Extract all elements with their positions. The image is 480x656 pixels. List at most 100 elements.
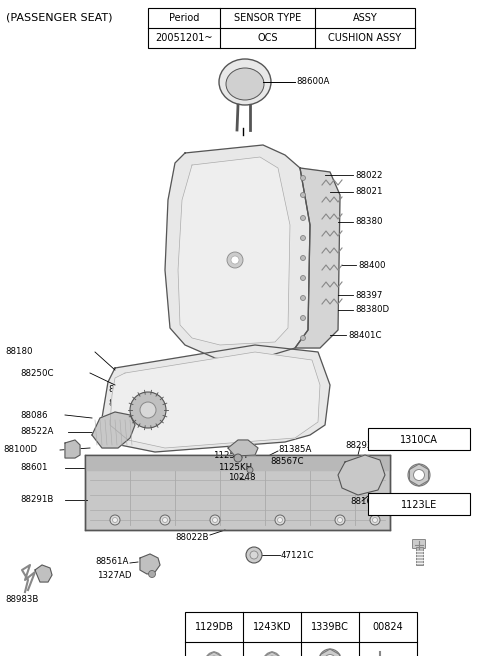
Text: 88086: 88086 xyxy=(20,411,48,419)
Text: SENSOR TYPE: SENSOR TYPE xyxy=(234,13,301,23)
Text: 1123LE: 1123LE xyxy=(401,500,437,510)
Text: 1129DB: 1129DB xyxy=(194,622,233,632)
Polygon shape xyxy=(295,168,340,348)
Text: 1327AD: 1327AD xyxy=(97,571,132,579)
Polygon shape xyxy=(100,345,330,452)
Text: 1125KH: 1125KH xyxy=(213,451,247,459)
Text: 88021: 88021 xyxy=(355,188,383,197)
Polygon shape xyxy=(35,565,52,582)
Text: 88565: 88565 xyxy=(240,430,267,440)
Ellipse shape xyxy=(219,59,271,105)
Polygon shape xyxy=(92,412,135,448)
Bar xyxy=(368,428,470,450)
Text: 88380: 88380 xyxy=(355,218,383,226)
Circle shape xyxy=(372,518,377,522)
Circle shape xyxy=(140,402,156,418)
Circle shape xyxy=(300,236,305,241)
Bar xyxy=(148,8,415,48)
Text: ASSY: ASSY xyxy=(353,13,377,23)
Circle shape xyxy=(163,518,168,522)
FancyBboxPatch shape xyxy=(412,539,425,548)
Text: 88293C: 88293C xyxy=(345,440,378,449)
Polygon shape xyxy=(110,352,320,448)
Text: 1125KH: 1125KH xyxy=(218,464,252,472)
Text: 47121C: 47121C xyxy=(281,550,314,560)
Text: 88380D: 88380D xyxy=(355,306,389,314)
Circle shape xyxy=(250,551,258,559)
Text: 20051201~: 20051201~ xyxy=(155,33,213,43)
Text: 88567C: 88567C xyxy=(270,457,303,466)
Polygon shape xyxy=(65,440,80,458)
Circle shape xyxy=(335,515,345,525)
Polygon shape xyxy=(140,554,160,574)
Bar xyxy=(368,493,470,515)
Text: 88287: 88287 xyxy=(108,398,135,407)
Circle shape xyxy=(264,652,280,656)
Circle shape xyxy=(247,467,253,473)
Circle shape xyxy=(300,192,305,197)
Polygon shape xyxy=(85,455,390,470)
Text: OCS: OCS xyxy=(257,33,278,43)
Circle shape xyxy=(300,335,305,340)
Circle shape xyxy=(413,470,424,480)
Circle shape xyxy=(300,276,305,281)
Text: 88100D: 88100D xyxy=(3,445,37,455)
Text: CUSHION ASSY: CUSHION ASSY xyxy=(328,33,402,43)
Circle shape xyxy=(300,316,305,321)
Circle shape xyxy=(210,515,220,525)
Text: 1339BC: 1339BC xyxy=(311,622,349,632)
Text: 88022B: 88022B xyxy=(175,533,208,541)
Bar xyxy=(416,547,422,565)
Circle shape xyxy=(160,515,170,525)
Text: 88601: 88601 xyxy=(20,464,48,472)
Circle shape xyxy=(300,255,305,260)
Text: 88522A: 88522A xyxy=(20,428,53,436)
Polygon shape xyxy=(178,157,290,345)
Circle shape xyxy=(234,454,242,462)
Circle shape xyxy=(246,547,262,563)
Text: 88250C: 88250C xyxy=(20,369,53,377)
Circle shape xyxy=(324,655,336,656)
Bar xyxy=(85,455,390,530)
Text: 88401C: 88401C xyxy=(348,331,382,340)
Circle shape xyxy=(277,518,283,522)
Circle shape xyxy=(130,392,166,428)
Circle shape xyxy=(112,518,118,522)
Polygon shape xyxy=(165,145,310,360)
Text: 88983B: 88983B xyxy=(5,596,38,604)
Text: 88544A: 88544A xyxy=(108,386,142,394)
Circle shape xyxy=(275,515,285,525)
Circle shape xyxy=(227,252,243,268)
Text: (PASSENGER SEAT): (PASSENGER SEAT) xyxy=(6,12,112,22)
Text: 88600A: 88600A xyxy=(296,77,329,87)
Text: 88163A: 88163A xyxy=(350,497,384,506)
Circle shape xyxy=(408,464,430,486)
Text: 1310CA: 1310CA xyxy=(400,435,438,445)
Circle shape xyxy=(231,256,239,264)
Circle shape xyxy=(300,216,305,220)
Circle shape xyxy=(300,295,305,300)
Circle shape xyxy=(300,176,305,180)
Circle shape xyxy=(206,652,222,656)
Text: 88022: 88022 xyxy=(355,171,383,180)
Text: 81385A: 81385A xyxy=(278,445,312,455)
Text: 88180: 88180 xyxy=(5,348,33,356)
Circle shape xyxy=(337,518,343,522)
Text: 88291B: 88291B xyxy=(20,495,53,504)
Circle shape xyxy=(319,649,341,656)
Circle shape xyxy=(213,518,217,522)
Circle shape xyxy=(148,571,156,577)
Text: 1243KD: 1243KD xyxy=(252,622,291,632)
Ellipse shape xyxy=(226,68,264,100)
Polygon shape xyxy=(338,455,385,495)
Text: 00824: 00824 xyxy=(372,622,403,632)
Text: 88397: 88397 xyxy=(355,291,383,300)
Circle shape xyxy=(110,515,120,525)
Polygon shape xyxy=(228,440,258,456)
Text: 88561A: 88561A xyxy=(95,558,128,567)
Circle shape xyxy=(370,515,380,525)
Text: 88400: 88400 xyxy=(358,260,385,270)
Text: Period: Period xyxy=(169,13,199,23)
Bar xyxy=(185,612,417,656)
Text: 10248: 10248 xyxy=(228,474,255,483)
